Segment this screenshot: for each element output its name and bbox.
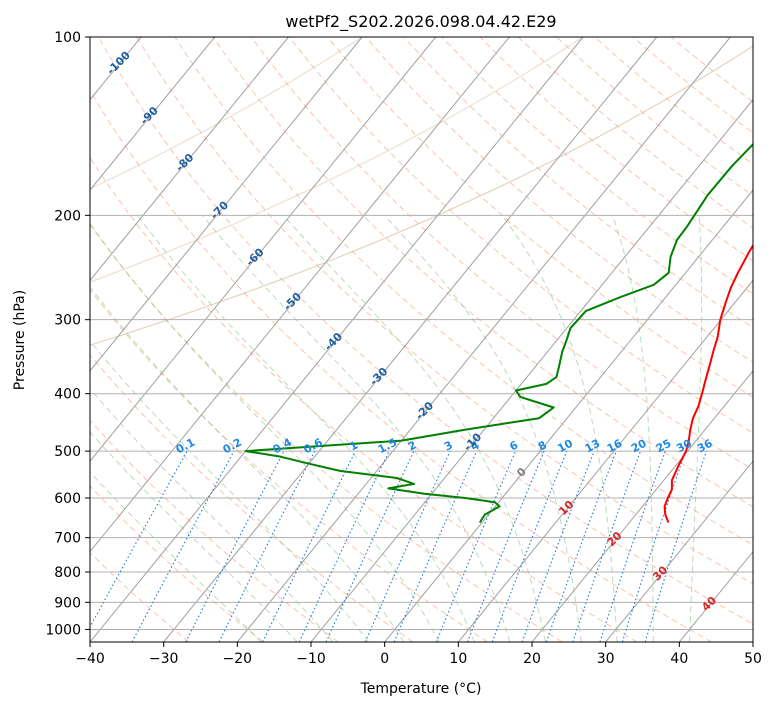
- axes: −40 −30 −20 −10 0 10 20 30 40 50 100 200 300 400 500 60…: [45, 30, 762, 667]
- mixing-ratio-label: 25: [654, 437, 674, 456]
- moist-adiabat: [501, 215, 618, 642]
- dry-adiabat: [90, 419, 339, 642]
- x-axis-label: Temperature (°C): [360, 681, 482, 697]
- mixing-ratio-line: [435, 450, 517, 642]
- dry-adiabat: [289, 37, 753, 434]
- y-tick-label: 800: [54, 565, 81, 581]
- isotherm-line: [605, 460, 753, 642]
- x-tick-label: −30: [149, 651, 179, 667]
- moist-adiabat: [201, 214, 511, 642]
- dry-adiabat: [212, 37, 753, 508]
- dry-adiabat: [90, 288, 488, 642]
- mixing-ratio-line: [599, 450, 666, 642]
- x-tick-label: 10: [449, 651, 467, 667]
- isotherm-line: [457, 279, 753, 642]
- mixing-ratio-label: 10: [555, 437, 575, 456]
- dry-adiabat: [90, 157, 638, 642]
- y-tick-label: 1000: [45, 622, 81, 638]
- y-tick-label: 400: [54, 387, 81, 403]
- mixing-ratio-line: [131, 450, 235, 642]
- isotherm-line: [90, 37, 510, 553]
- isotherm-line: [310, 98, 753, 642]
- mixing-ratio-line: [393, 450, 478, 642]
- moist-adiabat: [612, 215, 654, 642]
- background-curve: [90, 45, 753, 346]
- mixing-ratio-label: 36: [695, 437, 715, 456]
- dry-adiabat: [136, 37, 753, 585]
- dry-adiabat: [98, 37, 753, 625]
- moist-adiabat: [90, 340, 369, 642]
- x-tick-label: 30: [597, 651, 615, 667]
- isotherm-line: [163, 37, 658, 642]
- background-lines: [90, 37, 753, 642]
- y-tick-label: 300: [54, 313, 81, 329]
- mixing-ratio-label: 16: [605, 437, 625, 456]
- mixing-ratio-label: 13: [583, 437, 603, 456]
- y-tick-label: 500: [54, 444, 81, 460]
- mixing-ratio-label: 30: [674, 437, 694, 456]
- isotherm-line: [384, 189, 753, 642]
- mixing-ratio-line: [545, 450, 617, 642]
- isotherm-line: [90, 37, 216, 191]
- dry-adiabat: [250, 37, 753, 471]
- dewpoint-profile: [244, 142, 753, 524]
- y-tick-label: 600: [54, 491, 81, 507]
- moist-adiabat: [282, 214, 546, 642]
- x-tick-label: −20: [223, 651, 253, 667]
- y-tick-label: 700: [54, 531, 81, 547]
- mixing-ratio-line: [572, 450, 642, 642]
- isotherm-line: [90, 37, 437, 463]
- isotherm-line: [90, 37, 289, 282]
- mixing-ratio-line: [218, 450, 316, 642]
- dry-adiabat: [90, 551, 190, 642]
- x-tick-label: 40: [670, 651, 688, 667]
- x-tick-label: 0: [380, 651, 389, 667]
- isotherm-line: [90, 37, 363, 372]
- x-tick-label: 50: [744, 651, 762, 667]
- mixing-ratio-line: [466, 450, 545, 642]
- y-tick-label: 900: [54, 595, 81, 611]
- x-tick-label: −40: [75, 651, 105, 667]
- y-axis-label: Pressure (hPa): [12, 290, 28, 390]
- moist-adiabat: [90, 286, 405, 642]
- profile-lines: [244, 142, 753, 524]
- mixing-ratio-line: [90, 450, 188, 629]
- moist-adiabat: [90, 431, 298, 642]
- mixing-ratio-line: [644, 450, 708, 642]
- x-tick-label: −10: [296, 651, 326, 667]
- isotherm-line: [90, 37, 584, 642]
- dry-adiabat: [90, 485, 264, 642]
- plot-frame: [89, 36, 754, 643]
- mixing-ratio-line: [521, 450, 595, 642]
- mixing-ratio-line: [621, 450, 687, 642]
- y-tick-label: 100: [54, 30, 81, 46]
- moist-adiabat: [384, 214, 582, 642]
- x-tick-label: 20: [523, 651, 541, 667]
- mixing-ratio-label: 20: [629, 437, 649, 456]
- moist-adiabat: [136, 214, 475, 642]
- mixing-ratio-line: [491, 450, 568, 642]
- y-tick-label: 200: [54, 208, 81, 224]
- temperature-profile: [663, 243, 753, 523]
- isotherm-line: [236, 37, 731, 642]
- moist-adiabat: [689, 215, 703, 642]
- isotherm-line: [531, 370, 753, 642]
- chart-title: wetPf2_S202.2026.098.04.42.E29: [285, 12, 556, 32]
- background-curve: [90, 37, 584, 283]
